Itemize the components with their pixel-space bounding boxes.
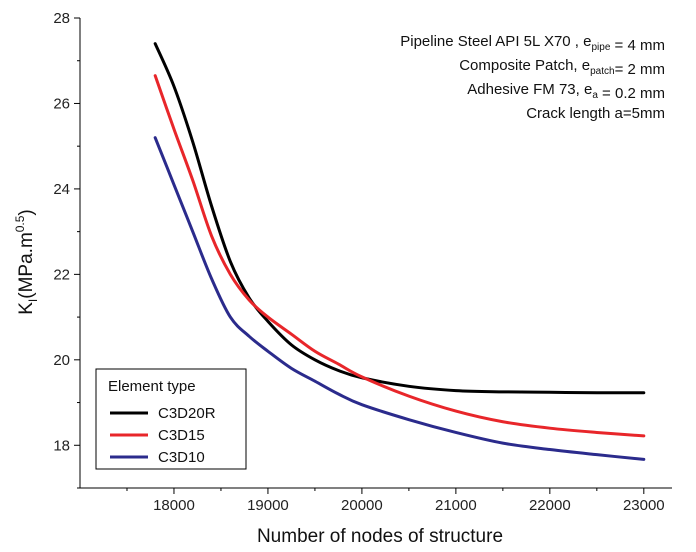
legend-label-c3d20r: C3D20R bbox=[158, 405, 216, 422]
annotation-text: Adhesive FM 73, e bbox=[467, 81, 592, 98]
annotation-line: Composite Patch, epatch= 2 mm bbox=[459, 57, 665, 78]
plot-frame bbox=[79, 18, 672, 489]
axis-ticks: 18000 19000 20000 21000 22000 23000 18 20 22 24 26… bbox=[53, 10, 664, 514]
legend-items: C3D20R C3D15 C3D10 bbox=[110, 405, 216, 466]
y-tick-label: 18 bbox=[53, 437, 70, 454]
annotation-subscript: a bbox=[592, 90, 598, 101]
x-tick-label: 18000 bbox=[153, 497, 195, 514]
annotation-line: Pipeline Steel API 5L X70 , epipe = 4 mm bbox=[400, 33, 665, 54]
x-tick-label: 19000 bbox=[247, 497, 289, 514]
legend: Element type C3D20R C3D15 C3D10 bbox=[95, 368, 247, 470]
annotation-text: Composite Patch, e bbox=[459, 57, 590, 74]
annotation-subscript: pipe bbox=[591, 42, 610, 53]
legend-title: Element type bbox=[108, 378, 196, 395]
series-line-c3d10 bbox=[153, 136, 646, 461]
y-axis-title-main: K bbox=[16, 302, 37, 315]
annotation-text: = 0.2 mm bbox=[598, 85, 665, 102]
y-tick-label: 28 bbox=[53, 10, 70, 27]
x-tick-label: 21000 bbox=[435, 497, 477, 514]
annotation-line: Crack length a=5mm bbox=[526, 105, 665, 122]
y-axis-title-sup: 0.5 bbox=[13, 215, 27, 232]
annotation-text: = 4 mm bbox=[610, 37, 665, 54]
y-tick-label: 22 bbox=[53, 266, 70, 283]
y-axis-title: KI(MPa.m0.5) bbox=[13, 209, 40, 315]
annotations: Pipeline Steel API 5L X70 , epipe = 4 mm… bbox=[400, 33, 665, 122]
y-tick-label: 26 bbox=[53, 95, 70, 112]
annotation-text: = 2 mm bbox=[615, 61, 665, 78]
annotation-subscript: patch bbox=[590, 66, 614, 77]
y-tick-label: 20 bbox=[53, 352, 70, 369]
series-line-c3d20r bbox=[153, 42, 646, 395]
series-lines bbox=[153, 42, 646, 461]
y-axis-title-sub: I bbox=[26, 299, 40, 302]
x-tick-label: 20000 bbox=[341, 497, 383, 514]
y-tick-label: 24 bbox=[53, 181, 70, 198]
y-axis-title-unit-end: ) bbox=[16, 209, 37, 215]
y-axis-title-unit: (MPa.m bbox=[16, 232, 37, 299]
x-tick-label: 22000 bbox=[529, 497, 571, 514]
legend-label-c3d10: C3D10 bbox=[158, 449, 205, 466]
annotation-text: Crack length a=5mm bbox=[526, 105, 665, 122]
series-line-c3d15 bbox=[153, 74, 646, 438]
x-tick-label: 23000 bbox=[623, 497, 665, 514]
legend-label-c3d15: C3D15 bbox=[158, 427, 205, 444]
legend-box bbox=[95, 368, 247, 470]
annotation-line: Adhesive FM 73, ea = 0.2 mm bbox=[467, 81, 665, 102]
x-axis-title: Number of nodes of structure bbox=[257, 526, 503, 547]
annotation-text: Pipeline Steel API 5L X70 , e bbox=[400, 33, 591, 50]
